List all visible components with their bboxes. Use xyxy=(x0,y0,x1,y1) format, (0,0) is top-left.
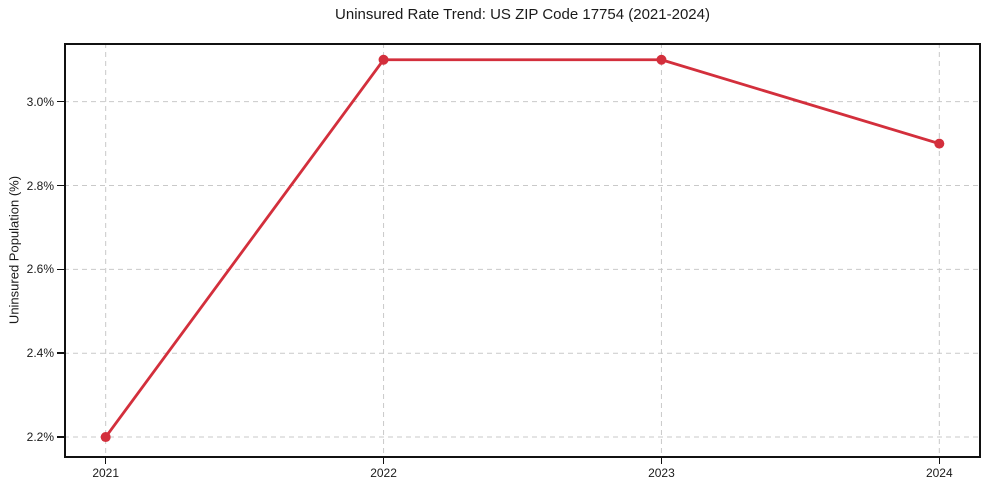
x-tick-label: 2021 xyxy=(92,466,120,480)
x-tick-label: 2024 xyxy=(925,466,953,480)
y-tick-mark xyxy=(57,100,64,103)
chart-title: Uninsured Rate Trend: US ZIP Code 17754 … xyxy=(335,6,710,23)
x-tick-label: 2023 xyxy=(648,466,675,480)
plot-border xyxy=(64,43,981,458)
y-tick-label: 2.2% xyxy=(26,430,54,445)
y-tick-label: 2.4% xyxy=(26,346,54,361)
x-tick-label: 2022 xyxy=(370,466,397,480)
x-tick-mark xyxy=(938,458,941,464)
trend-line xyxy=(104,58,941,439)
line-chart-plot-area xyxy=(64,43,981,458)
data-point-2022 xyxy=(378,54,389,65)
data-point-2021 xyxy=(100,432,111,443)
y-axis-label: Uninsured Population (%) xyxy=(6,175,22,325)
y-tick-mark xyxy=(57,268,64,271)
data-point-2024 xyxy=(934,138,945,149)
y-tick-label: 2.8% xyxy=(26,178,54,193)
y-tick-label: 3.0% xyxy=(26,94,54,109)
y-tick-mark xyxy=(57,184,64,187)
x-tick-mark xyxy=(660,458,663,464)
y-tick-label: 2.6% xyxy=(26,262,54,277)
y-tick-mark xyxy=(57,352,64,354)
x-tick-mark xyxy=(382,458,385,464)
x-tick-mark xyxy=(104,458,107,464)
y-tick-mark xyxy=(57,436,64,438)
data-point-2023 xyxy=(656,54,667,65)
